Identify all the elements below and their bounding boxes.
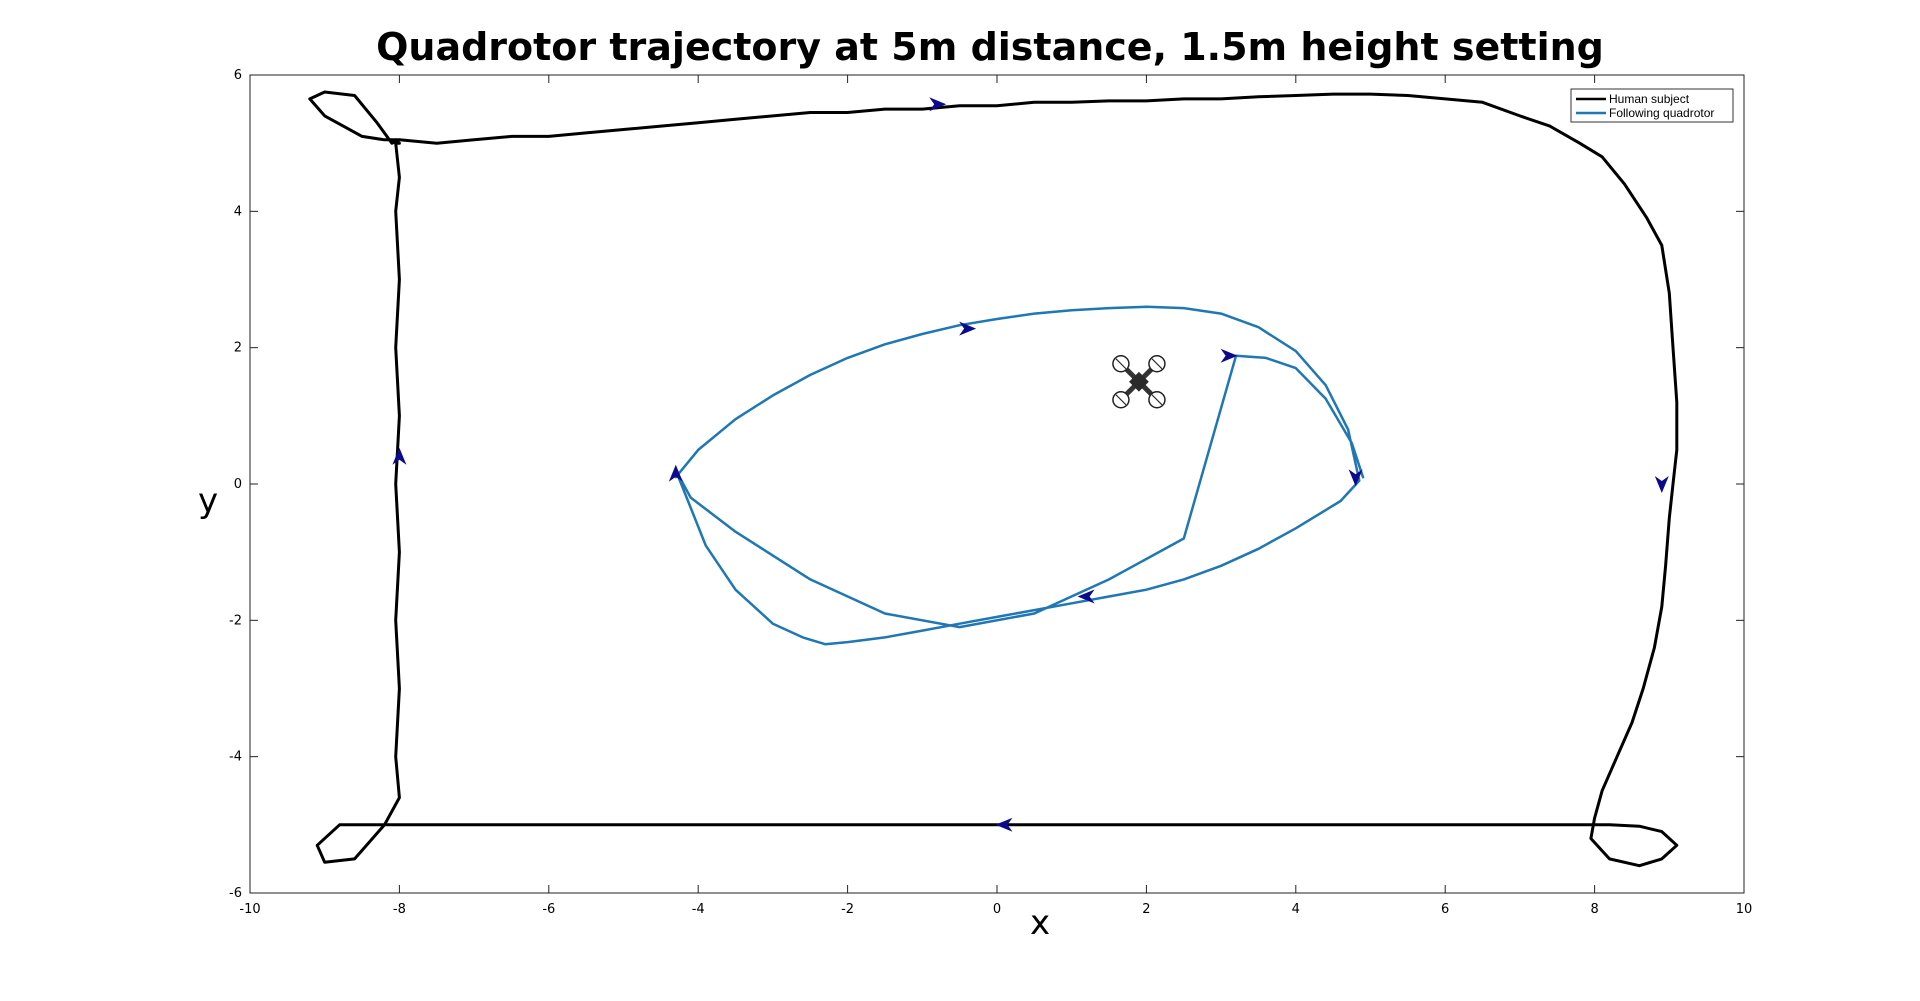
- quadrotor-body: [1129, 371, 1149, 392]
- y-tick-label: 0: [234, 477, 242, 492]
- x-tick-label: 10: [1736, 902, 1753, 917]
- x-tick-label: 6: [1441, 902, 1449, 917]
- x-tick-label: -6: [542, 902, 555, 917]
- y-tick-label: 2: [234, 341, 242, 356]
- legend-label: Human subject: [1609, 92, 1690, 106]
- series-layer: [308, 90, 1679, 868]
- y-tick-label: 4: [234, 204, 242, 219]
- direction-arrow-icon: [1348, 469, 1363, 487]
- direction-arrow-icon: [668, 464, 683, 482]
- x-axis-label: x: [1030, 903, 1050, 943]
- axes-box: [249, 74, 1745, 894]
- x-tick-label: 0: [993, 902, 1001, 917]
- rotor-blade: [1115, 394, 1127, 406]
- y-axis-ticks: -6 -4 -2 0 2 4 6: [229, 68, 1744, 901]
- y-tick-label: -2: [229, 613, 242, 628]
- x-tick-label: -10: [239, 902, 260, 917]
- series-line-human-subject: [308, 90, 1679, 868]
- y-tick-label: -6: [229, 886, 242, 901]
- chart-title: Quadrotor trajectory at 5m distance, 1.5…: [376, 25, 1604, 69]
- y-tick-label: -4: [229, 750, 242, 765]
- legend-label: Following quadrotor: [1609, 106, 1714, 120]
- direction-arrow-icon: [959, 321, 977, 336]
- rotor-blade: [1151, 394, 1163, 406]
- series-line-following-quadrotor: [674, 305, 1365, 646]
- y-tick-label: 6: [234, 68, 242, 83]
- x-tick-label: -2: [841, 902, 854, 917]
- x-tick-label: -4: [692, 902, 705, 917]
- x-tick-label: 4: [1292, 902, 1300, 917]
- quadrotor-icon: [1112, 355, 1166, 409]
- direction-arrow-icon: [1220, 348, 1238, 363]
- rotor-blade: [1115, 358, 1127, 370]
- direction-arrow-icon: [995, 817, 1013, 832]
- legend-box: [1570, 88, 1734, 123]
- rotor-blade: [1151, 358, 1163, 370]
- x-tick-label: 8: [1590, 902, 1598, 917]
- x-axis-ticks: -10 -8 -6 -4 -2 0 2 4 6 8 10: [239, 75, 1752, 917]
- x-tick-label: -8: [393, 902, 406, 917]
- plot-area: -10 -8 -6 -4 -2 0 2 4 6 8 10 -6 -4 -2 0 2 4 6: [229, 68, 1752, 917]
- direction-arrow-icon: [392, 447, 407, 465]
- direction-arrows: [392, 97, 1669, 832]
- direction-arrow-icon: [1654, 476, 1669, 493]
- direction-arrow-icon: [929, 97, 947, 112]
- direction-arrow-icon: [1077, 589, 1095, 604]
- x-tick-label: 2: [1142, 902, 1150, 917]
- y-axis-label: y: [198, 481, 218, 521]
